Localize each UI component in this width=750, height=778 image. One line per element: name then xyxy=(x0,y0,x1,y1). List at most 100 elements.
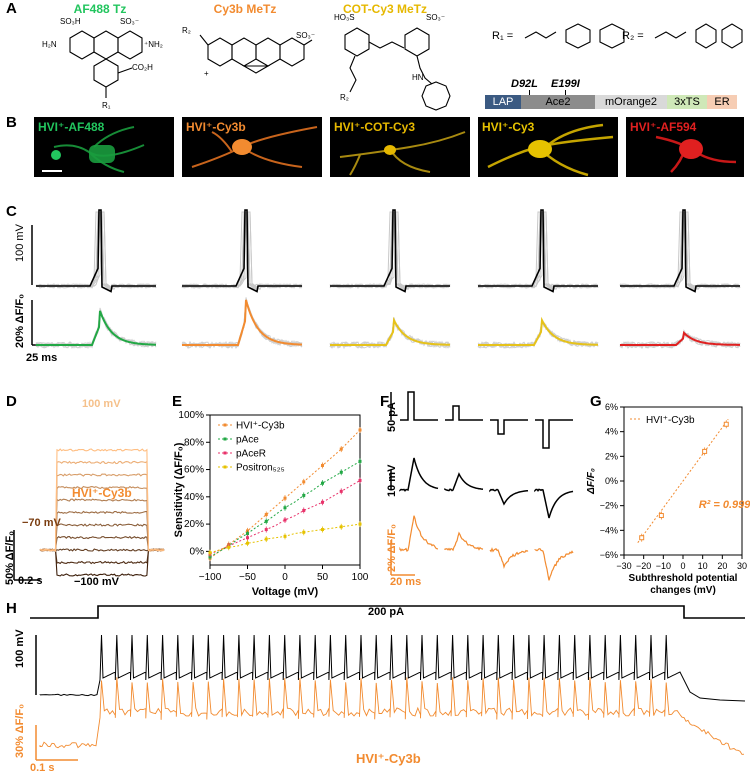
panel-h-traces xyxy=(30,605,746,761)
panel-g-chart: −30 −20 −10 0 10 20 30 −6% −4% −2% 0% 2% 4% 6% Subthre… xyxy=(586,402,750,596)
panel-d-traces xyxy=(13,448,165,581)
h-fluor-trace xyxy=(39,677,745,755)
e-legend-label-1: pAce xyxy=(236,435,259,446)
r1-label: R₁ = xyxy=(492,30,514,42)
c-fluor-mean-4 xyxy=(620,330,740,346)
f-df-scale: 2% ΔF/F₀ xyxy=(386,524,398,572)
e-point xyxy=(321,500,324,504)
e-point xyxy=(358,428,362,432)
segment-3xts: 3xTS xyxy=(667,95,707,109)
e-plot-frame xyxy=(209,414,361,566)
f-voltage-4 xyxy=(534,488,574,519)
svg-text:R₂: R₂ xyxy=(340,93,349,102)
c-fluor-trial-0 xyxy=(35,307,157,349)
f-fluor-2 xyxy=(444,531,484,552)
image-af488-title: HVI⁺-AF488 xyxy=(38,120,105,134)
g-fit-line xyxy=(637,419,729,543)
e-point xyxy=(358,478,362,482)
chemical-structures: SO₃H SO₃⁻ H₂N ⁺NH₂ CO₂H R₁ R₂ SO₃⁻ + HO₃… xyxy=(42,13,743,111)
e-legend-marker-3 xyxy=(223,465,227,469)
e-point xyxy=(321,463,324,467)
d-trace-1 xyxy=(40,548,165,565)
e-point xyxy=(302,508,306,512)
g-point xyxy=(702,448,708,454)
mutation-e199i: E199I xyxy=(551,78,580,90)
panel-b-label: B xyxy=(6,114,17,131)
e-xtick-label: 0 xyxy=(282,572,288,583)
e-point xyxy=(302,493,306,497)
c-fluor-mean-2 xyxy=(330,316,451,346)
d-trace-3 xyxy=(39,535,165,552)
h-voltage-scale: 100 mV xyxy=(14,629,26,668)
construct-diagram: D92L E199I LAP Ace2 mOrange2 3xTS ER xyxy=(485,78,745,109)
e-point xyxy=(321,481,324,485)
r-substituents xyxy=(524,23,743,49)
e-point xyxy=(358,522,362,526)
e-ytick-label: 80% xyxy=(184,437,204,448)
svg-text:R₁: R₁ xyxy=(102,101,111,110)
e-ylabel: Sensitivity (ΔF/F₀) xyxy=(173,442,185,537)
e-ytick-label: 40% xyxy=(184,492,204,503)
g-point xyxy=(658,513,664,519)
d-trace-5 xyxy=(39,510,164,552)
f-voltage-scale: 10 mV xyxy=(386,464,398,497)
d-trace-7 xyxy=(40,485,165,552)
e-xtick-label: −100 xyxy=(199,572,222,583)
c-fluor-trial-1 xyxy=(181,300,303,349)
image-cot-cy3: HVI⁺-COT-Cy3 xyxy=(330,117,470,177)
g-ylabel: ΔF/F₀ xyxy=(586,468,597,495)
cot-cy3-name: COT-Cy3 MeTz xyxy=(342,2,427,16)
c-voltage-mean-4 xyxy=(620,209,740,293)
r2-label: R₂ = xyxy=(622,30,644,42)
f-voltage-3 xyxy=(489,488,529,506)
svg-text:SO₃⁻: SO₃⁻ xyxy=(296,31,315,40)
f-current-step-1 xyxy=(400,391,438,421)
g-xtick-label: 0 xyxy=(680,561,685,571)
f-current-scale: 50 pA xyxy=(386,402,398,432)
e-point xyxy=(339,447,343,451)
g-fit-label: R² = 0.999 xyxy=(699,499,750,511)
g-xtick-label: −30 xyxy=(616,561,631,571)
g-legend-label: HVI⁺-Cy3b xyxy=(646,415,695,426)
d-sensor-label: HVI⁺-Cy3b xyxy=(72,486,132,500)
g-point xyxy=(639,535,645,541)
e-xlabel: Voltage (mV) xyxy=(252,586,319,598)
f-voltage-1 xyxy=(399,457,439,492)
d-y-scale: 50% ΔF/F₀ xyxy=(4,530,16,585)
panel-c-traces xyxy=(31,209,741,350)
f-current-step-4 xyxy=(535,419,573,449)
panel-c-label: C xyxy=(6,203,17,220)
h-current-step xyxy=(30,605,745,619)
af488-structure xyxy=(69,30,143,98)
panel-f-label: F xyxy=(380,393,390,410)
e-ytick-label: 60% xyxy=(184,465,204,476)
e-legend-marker-1 xyxy=(223,437,227,441)
c-voltage-trial-2 xyxy=(329,211,451,290)
g-xtick-label: 30 xyxy=(737,561,747,571)
g-xtick-label: −10 xyxy=(656,561,671,571)
image-cy3b: HVI⁺-Cy3b xyxy=(182,117,322,177)
e-point xyxy=(264,513,268,517)
e-point xyxy=(208,551,212,555)
e-point xyxy=(339,525,343,529)
panel-a-label: A xyxy=(6,0,17,17)
g-ytick-label: −4% xyxy=(600,525,618,535)
c-voltage-mean-0 xyxy=(36,209,156,293)
segment-er: ER xyxy=(707,95,737,109)
c-fluor-mean-1 xyxy=(182,299,303,346)
panel-h-label: H xyxy=(6,600,17,617)
cy3b-name: Cy3b MeTz xyxy=(213,2,277,16)
svg-text:HN: HN xyxy=(412,73,424,82)
c-voltage-mean-3 xyxy=(478,209,598,293)
f-fluor-1 xyxy=(399,515,439,552)
svg-text:+: + xyxy=(204,69,209,78)
h-df-scale: 30% ΔF/F₀ xyxy=(14,703,26,758)
mutation-d92l: D92L xyxy=(511,78,538,90)
g-ytick-label: −6% xyxy=(600,550,618,560)
e-point xyxy=(339,470,343,474)
e-point xyxy=(246,532,249,536)
e-point xyxy=(321,528,324,532)
e-point xyxy=(264,519,268,523)
d-trace-0 xyxy=(39,548,165,577)
h-current-label: 200 pA xyxy=(368,606,405,618)
